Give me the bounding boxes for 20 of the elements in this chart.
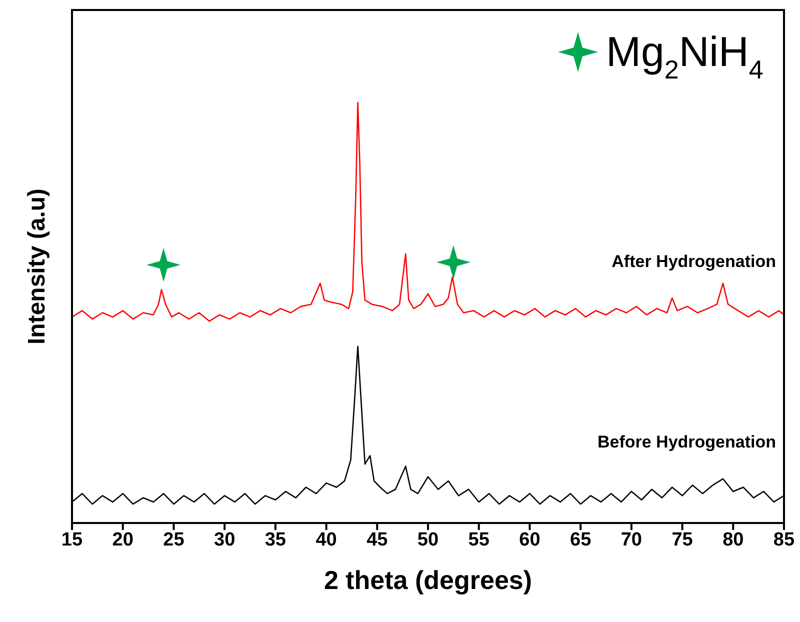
x-tick-label: 35 [264, 529, 286, 550]
x-tick-label: 45 [366, 529, 388, 550]
x-tick-label: 80 [722, 529, 744, 550]
x-tick-label: 40 [316, 529, 337, 550]
x-tick-label: 55 [468, 529, 490, 550]
text: After Hydrogenation [612, 252, 776, 271]
y-axis-title: Intensity (a.u) [24, 188, 51, 345]
x-tick-label: 25 [163, 529, 185, 550]
x-tick-label: 75 [672, 529, 694, 550]
x-tick-label: 70 [620, 529, 642, 550]
x-tick-label: 60 [519, 529, 540, 550]
legend-label: Mg$_{2}$NiH$_{4}$ [606, 28, 764, 85]
text: Before Hydrogenation [597, 432, 776, 452]
x-tick-label: 30 [214, 529, 236, 550]
x-tick-label: 85 [773, 529, 795, 550]
x-tick-label: 65 [570, 529, 592, 550]
x-tick-label: 15 [61, 529, 83, 550]
x-axis-title: 2 theta (degrees) [324, 565, 532, 595]
x-tick-label: 50 [417, 529, 439, 550]
x-tick-label: 20 [112, 529, 134, 550]
